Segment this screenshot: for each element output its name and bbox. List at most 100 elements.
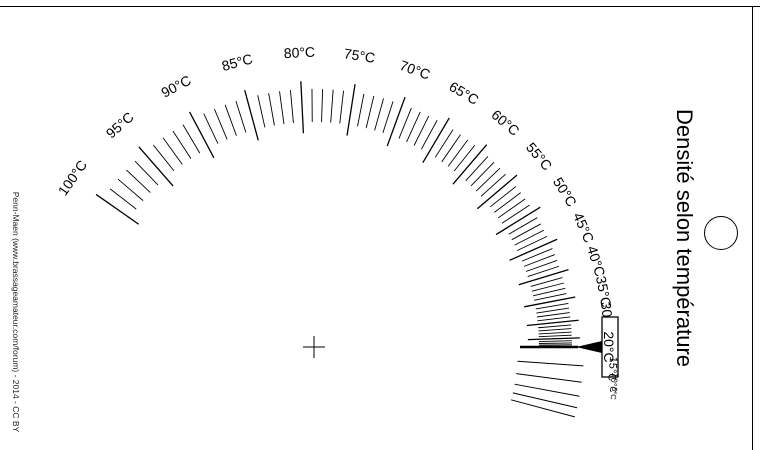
temperature-label-group: 40°C xyxy=(584,244,608,279)
temperature-label: 20°C xyxy=(601,331,617,362)
credit-line: Penn-Maen (www.brassageamateur.com/forum… xyxy=(11,191,21,433)
major-tick xyxy=(95,193,140,225)
minor-tick xyxy=(538,324,572,329)
major-tick xyxy=(138,146,174,187)
minor-tick xyxy=(494,192,521,213)
low-range-tick xyxy=(517,360,584,367)
low-range-tick xyxy=(516,373,582,383)
temperature-label-group: 80°C xyxy=(283,44,315,62)
temperature-label-group: 35°C xyxy=(593,275,615,309)
major-tick xyxy=(509,238,558,261)
temperature-label-group: 95°C xyxy=(103,109,137,142)
minor-tick xyxy=(257,95,266,128)
temperature-label-group: 55°C xyxy=(523,139,555,173)
low-range-tick xyxy=(510,399,575,418)
minor-tick xyxy=(535,302,569,310)
low-range-tick xyxy=(512,392,578,409)
major-tick xyxy=(527,337,580,341)
minor-tick xyxy=(406,111,421,143)
major-tick xyxy=(524,296,576,308)
minor-tick xyxy=(531,282,565,292)
minor-tick xyxy=(434,129,454,158)
temperature-label-group: 45°C xyxy=(570,210,597,245)
minor-tick xyxy=(413,115,430,146)
minor-tick xyxy=(530,277,563,287)
low-temperature-label-group: 15°C xyxy=(605,356,619,381)
minor-tick xyxy=(172,130,192,159)
minor-tick xyxy=(398,107,412,139)
temperature-label-group: 100°C xyxy=(55,157,91,198)
temperature-label: 70°C xyxy=(398,57,433,83)
major-tick xyxy=(495,206,541,236)
minor-tick xyxy=(134,160,159,186)
minor-tick xyxy=(447,139,469,167)
minor-tick xyxy=(182,124,201,154)
minor-tick xyxy=(441,134,461,163)
low-temperature-label: 5°C xyxy=(608,387,619,401)
minor-tick xyxy=(357,93,365,127)
minor-tick xyxy=(508,217,538,235)
reference-arrow-icon xyxy=(576,341,602,353)
major-tick xyxy=(244,90,259,141)
major-tick xyxy=(518,268,569,286)
temperature-label: 85°C xyxy=(220,50,254,74)
minor-tick xyxy=(162,137,183,165)
temperature-label: 55°C xyxy=(523,139,555,173)
minor-tick xyxy=(534,293,567,301)
minor-tick xyxy=(117,178,144,201)
minor-tick xyxy=(465,156,489,182)
temperature-label: 65°C xyxy=(446,78,481,108)
minor-tick xyxy=(109,188,137,210)
minor-tick xyxy=(536,312,570,318)
minor-tick xyxy=(213,108,228,140)
minor-tick xyxy=(480,173,506,197)
minor-tick xyxy=(538,334,572,338)
minor-tick xyxy=(203,113,219,144)
minor-tick xyxy=(235,100,247,133)
temperature-label: 95°C xyxy=(103,109,137,142)
minor-tick xyxy=(489,186,517,208)
minor-tick xyxy=(420,120,438,150)
minor-tick xyxy=(517,235,548,251)
temperature-label-group: 70°C xyxy=(398,57,433,83)
minor-tick xyxy=(374,98,384,131)
major-tick xyxy=(386,96,406,147)
temperature-label: 35°C xyxy=(593,275,615,309)
temperature-label-group: 90°C xyxy=(158,72,193,101)
minor-tick xyxy=(268,92,275,126)
minor-tick xyxy=(527,265,560,278)
minor-tick xyxy=(538,340,572,342)
minor-tick xyxy=(521,248,553,262)
low-temperature-label-group: 10°C xyxy=(608,372,620,394)
temperature-label: 100°C xyxy=(55,157,91,198)
minor-tick xyxy=(224,104,237,136)
minor-tick xyxy=(525,260,558,272)
temperature-label-group: 50°C xyxy=(550,174,580,209)
temperature-label-group: 85°C xyxy=(220,50,254,74)
minor-tick xyxy=(453,144,476,172)
temperature-label-group: 75°C xyxy=(343,45,376,66)
sheet-right-edge xyxy=(752,6,753,450)
minor-tick xyxy=(153,144,175,172)
temperature-label-group: 60°C xyxy=(488,106,522,138)
major-tick xyxy=(346,84,356,136)
major-tick xyxy=(422,117,450,164)
minor-tick xyxy=(382,101,394,133)
minor-tick xyxy=(511,223,541,241)
low-temperature-label: 15°C xyxy=(605,356,619,381)
major-tick xyxy=(188,111,215,159)
temperature-label: 40°C xyxy=(584,244,608,279)
minor-tick xyxy=(532,287,566,297)
dial-title: Densité selon température xyxy=(672,108,697,368)
low-temperature-label-group: 5°C xyxy=(608,387,619,401)
temperature-label: 90°C xyxy=(158,72,193,101)
minor-tick xyxy=(514,229,545,246)
pivot-crosshair-icon xyxy=(303,336,325,358)
minor-tick xyxy=(536,307,570,314)
minor-tick xyxy=(475,167,501,192)
minor-tick xyxy=(497,198,526,219)
temperature-label-group: 65°C xyxy=(446,78,481,108)
major-tick xyxy=(300,81,305,134)
